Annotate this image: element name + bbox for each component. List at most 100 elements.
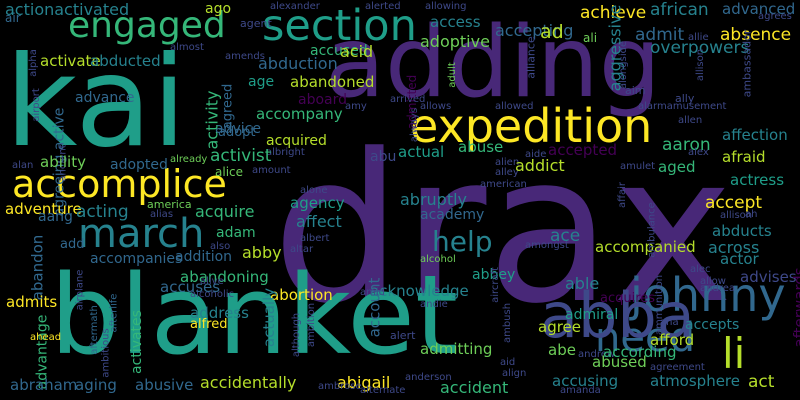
cloud-word: adventure [5,200,82,218]
cloud-word: alternate [360,385,406,396]
cloud-word: across [708,238,760,257]
cloud-word: abu [370,149,397,165]
cloud-word: accompanies [90,251,183,267]
cloud-word: afraid [722,148,766,166]
cloud-word: expedition [410,99,653,153]
cloud-word: alec [690,264,711,275]
cloud-word: acquired [266,133,327,149]
cloud-word: drax [272,111,734,349]
cloud-word: almost [170,42,204,53]
cloud-word: abortion [270,286,333,304]
cloud-word: ambition [306,302,318,348]
cloud-word: accompany [256,105,343,123]
cloud-word: ahead [30,332,62,343]
cloud-word: abe [548,341,576,359]
cloud-word: activate [40,52,101,70]
cloud-word: accepts [685,317,740,333]
cloud-word: absence [720,25,792,45]
cloud-word: actress [730,171,785,189]
cloud-word: allison [720,210,753,221]
cloud-word: adding [325,6,662,120]
cloud-word: amy [345,101,367,112]
cloud-word: abraham [10,376,78,394]
cloud-word: abducted [90,52,161,70]
cloud-word: acquires [600,291,656,306]
cloud-word: li [722,329,746,378]
cloud-word: academy [420,207,485,223]
cloud-word: allie [688,32,709,43]
cloud-word: always [409,107,421,143]
cloud-word: adam [216,225,256,241]
cloud-word: already [170,154,208,165]
cloud-word: alexander [270,1,320,12]
cloud-word: allows [420,101,452,112]
cloud-word: act [748,372,775,392]
cloud-word: abandoning [180,268,269,286]
cloud-word: air [5,11,21,25]
cloud-word: abba [540,279,695,352]
cloud-word: accuses [160,278,221,296]
cloud-word: afterlife [108,293,120,333]
cloud-word: aid [500,357,516,368]
cloud-word: alert [390,329,416,342]
cloud-word: affair [617,181,629,209]
cloud-word: add [60,237,85,252]
cloud-word: alliance [524,36,538,79]
cloud-word: anderson [405,372,452,383]
cloud-word: agree [538,318,582,336]
cloud-word: amulet [620,161,656,172]
cloud-word: able [565,274,600,293]
cloud-word: aftermath [88,305,100,355]
cloud-word: allowing [425,1,467,12]
cloud-word: acting [76,202,129,222]
cloud-word: atmosphere [650,372,740,390]
cloud-word: america [147,198,192,211]
cloud-word: ambrose [318,381,362,392]
cloud-word: accept [705,193,763,213]
cloud-word: abandoned [290,73,375,91]
cloud-word: ambush [502,302,514,344]
cloud-word: advice [215,121,261,137]
cloud-word: accomplice [12,162,227,206]
cloud-word: need [595,315,695,361]
cloud-word: accident [440,378,509,397]
cloud-word: andie [420,299,448,310]
cloud-word: aboard [298,92,348,108]
cloud-word: accidentally [200,373,297,392]
cloud-word: alfred [190,317,228,332]
cloud-word: abuse [458,138,504,156]
cloud-word: albright [266,147,305,158]
cloud-word: abandon [28,234,47,301]
cloud-word: adult [446,62,458,88]
cloud-word: achieve [580,3,647,23]
cloud-word: allow [700,276,726,287]
cloud-word: american [480,179,527,190]
cloud-word: agent [240,17,272,30]
cloud-word: alongside [618,40,630,90]
cloud-word: agrees [758,11,792,22]
cloud-word: alan [12,160,34,171]
cloud-word: amanda [560,385,601,396]
cloud-word: activates [128,310,145,374]
cloud-word: align [502,368,527,379]
cloud-word: amount [252,165,291,176]
cloud-word: albert [300,233,330,244]
cloud-word: admiral [565,307,619,323]
cloud-word: allison [695,48,707,82]
cloud-word: access [430,13,481,31]
cloud-word: engaged [68,5,226,46]
cloud-word: actually [260,287,279,348]
cloud-word: abruptly [400,190,468,209]
cloud-word: abigail [337,373,391,392]
cloud-word: accepting [495,21,574,40]
cloud-word: activity [202,90,222,150]
cloud-word: accompanied [595,238,696,256]
cloud-word: abby [242,243,282,262]
cloud-word: airplane [74,269,86,311]
cloud-word: allowed [495,101,534,112]
cloud-word: according [603,343,677,361]
cloud-word: actionactivated [5,0,130,19]
cloud-word: ah [745,209,758,220]
cloud-word: help [432,225,493,258]
cloud-word: accusing [552,372,619,390]
